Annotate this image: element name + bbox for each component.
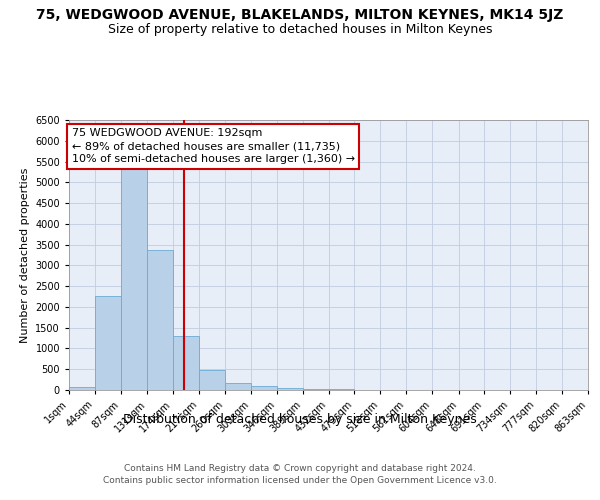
Text: 75 WEDGWOOD AVENUE: 192sqm
← 89% of detached houses are smaller (11,735)
10% of : 75 WEDGWOOD AVENUE: 192sqm ← 89% of deta…: [71, 128, 355, 164]
Text: Contains public sector information licensed under the Open Government Licence v3: Contains public sector information licen…: [103, 476, 497, 485]
Bar: [95, 296, 121, 390]
Bar: [329, 389, 355, 390]
Bar: [302, 388, 329, 390]
Bar: [121, 164, 147, 390]
Bar: [173, 336, 199, 390]
Text: Size of property relative to detached houses in Milton Keynes: Size of property relative to detached ho…: [108, 22, 492, 36]
Bar: [277, 388, 302, 390]
Text: 75, WEDGWOOD AVENUE, BLAKELANDS, MILTON KEYNES, MK14 5JZ: 75, WEDGWOOD AVENUE, BLAKELANDS, MILTON …: [37, 8, 563, 22]
Bar: [199, 370, 225, 390]
Text: Distribution of detached houses by size in Milton Keynes: Distribution of detached houses by size …: [123, 412, 477, 426]
Bar: [225, 384, 251, 390]
Bar: [147, 250, 173, 390]
Bar: [69, 387, 95, 390]
Text: Contains HM Land Registry data © Crown copyright and database right 2024.: Contains HM Land Registry data © Crown c…: [124, 464, 476, 473]
Bar: [251, 386, 277, 390]
Y-axis label: Number of detached properties: Number of detached properties: [20, 168, 29, 342]
